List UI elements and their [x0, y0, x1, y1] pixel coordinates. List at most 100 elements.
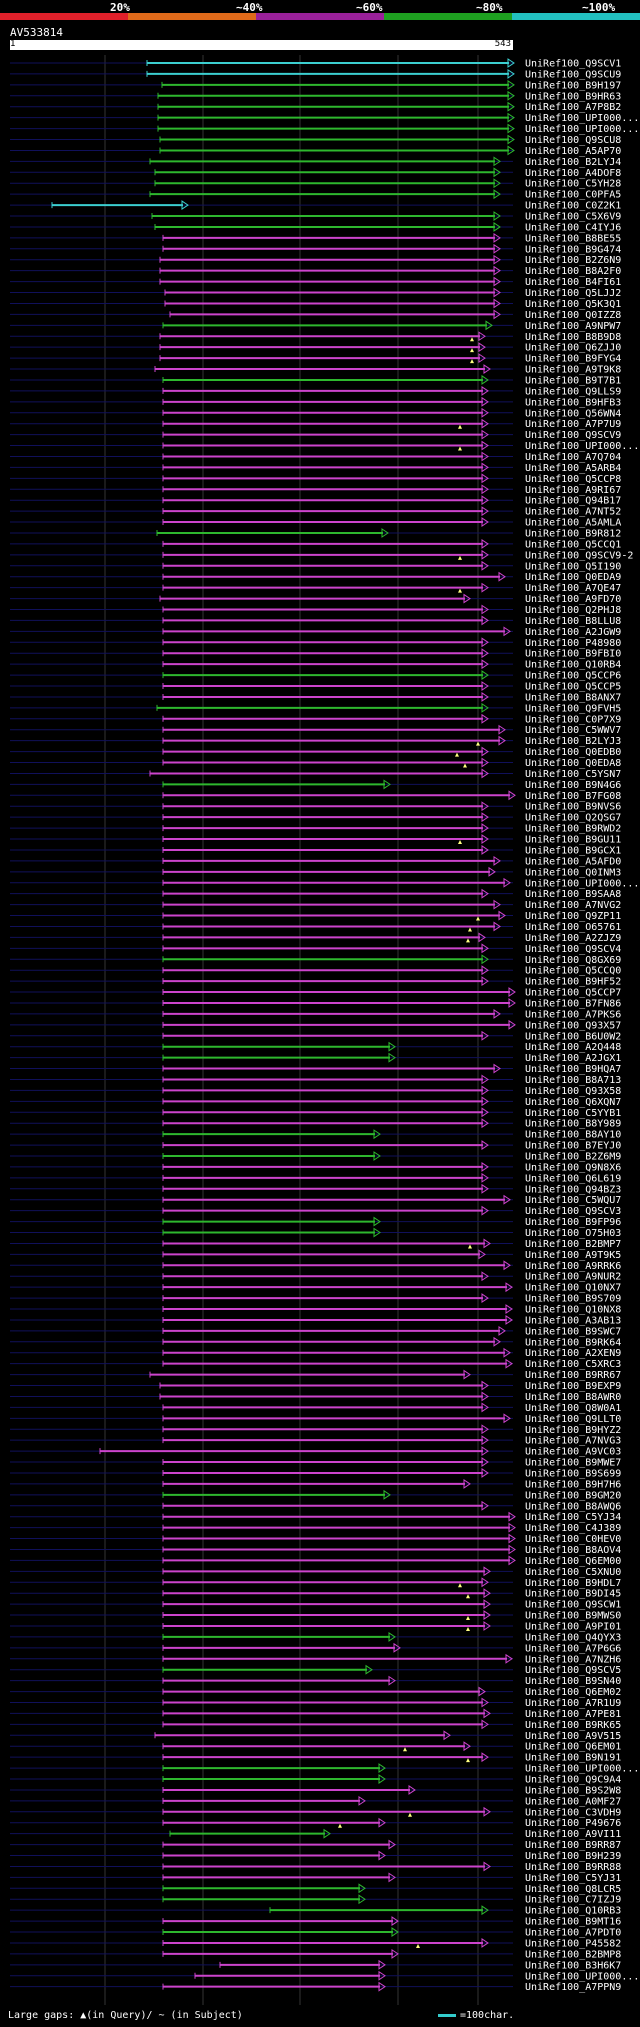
hit-row[interactable]: UniRef100_Q5CCQ1 [10, 538, 621, 550]
hit-label[interactable]: UniRef100_A9VI11 [525, 1829, 621, 1840]
hit-row[interactable]: UniRef100_B9RR67 [10, 1369, 621, 1381]
hit-label[interactable]: UniRef100_Q6ZJJ0 [525, 343, 621, 354]
hit-row[interactable]: UniRef100_B9GCX1 [10, 845, 621, 856]
hit-row[interactable]: UniRef100_A2JGW9 [10, 626, 621, 638]
hit-label[interactable]: UniRef100_B8A2F0 [525, 266, 621, 277]
hit-row[interactable]: UniRef100_B8AOV4 [10, 1544, 621, 1556]
hit-row[interactable]: UniRef100_B9FP96 [10, 1216, 621, 1228]
hit-row[interactable]: UniRef100_A5AMLA [10, 517, 621, 529]
hit-row[interactable]: UniRef100_C7IZJ9 [10, 1894, 621, 1906]
hit-row[interactable]: UniRef100_P45582 [10, 1938, 621, 1949]
hit-row[interactable]: UniRef100_O75H03 [10, 1227, 621, 1239]
hit-row[interactable]: UniRef100_B8A2F0 [10, 265, 621, 277]
hit-label[interactable]: UniRef100_B9HR63 [525, 91, 621, 102]
hit-row[interactable]: UniRef100_B9GM20 [10, 1489, 621, 1501]
hit-label[interactable]: UniRef100_B9HDL7 [525, 1578, 621, 1589]
hit-row[interactable]: UniRef100_B9S2W8 [10, 1785, 621, 1796]
hit-label[interactable]: UniRef100_B9GCX1 [525, 845, 621, 856]
hit-row[interactable]: UniRef100_C0HEV0 [10, 1533, 621, 1545]
hit-row[interactable]: UniRef100_A7PPN9 [10, 1981, 621, 1993]
hit-row[interactable]: UniRef100_P48980 [10, 637, 621, 649]
hit-label[interactable]: UniRef100_C4IYJ6 [525, 222, 621, 233]
hit-label[interactable]: UniRef100_A7P6G6 [525, 1643, 621, 1654]
hit-label[interactable]: UniRef100_C5YJ34 [525, 1512, 621, 1523]
hit-label[interactable]: UniRef100_B8BE55 [525, 233, 621, 244]
hit-row[interactable]: UniRef100_Q5CCP8 [10, 473, 621, 485]
hit-row[interactable]: UniRef100_UPI000... [10, 123, 639, 135]
hit-row[interactable]: UniRef100_Q93X57 [10, 1019, 621, 1031]
hit-row[interactable]: UniRef100_C5WQU7 [10, 1194, 621, 1206]
hit-row[interactable]: UniRef100_A9VI11 [10, 1828, 621, 1840]
hit-row[interactable]: UniRef100_B3H6K7 [10, 1959, 621, 1971]
hit-row[interactable]: UniRef100_C4IYJ6 [10, 222, 621, 233]
hit-row[interactable]: UniRef100_A9T9K8 [10, 364, 621, 376]
hit-label[interactable]: UniRef100_C7IZJ9 [525, 1895, 621, 1906]
hit-label[interactable]: UniRef100_A5ARB4 [525, 463, 621, 474]
hit-label[interactable]: UniRef100_Q10RB3 [525, 1906, 621, 1917]
hit-label[interactable]: UniRef100_Q10RB4 [525, 660, 621, 671]
hit-row[interactable]: UniRef100_A7P8B2 [10, 101, 621, 113]
hit-label[interactable]: UniRef100_Q5CCQ1 [525, 539, 621, 550]
hit-label[interactable]: UniRef100_O65761 [525, 922, 621, 933]
hit-label[interactable]: UniRef100_Q9LLS9 [525, 386, 621, 397]
hit-row[interactable]: UniRef100_A7NVG2 [10, 899, 621, 911]
hit-label[interactable]: UniRef100_UPI000... [525, 1971, 639, 1982]
hit-label[interactable]: UniRef100_UPI000... [525, 441, 639, 452]
hit-row[interactable]: UniRef100_B9MT16 [10, 1916, 621, 1928]
hit-label[interactable]: UniRef100_A7Q704 [525, 452, 621, 463]
hit-row[interactable]: UniRef100_A5AFD0 [10, 855, 621, 867]
hit-row[interactable]: UniRef100_Q5CCP7 [10, 987, 621, 999]
hit-row[interactable]: UniRef100_A5AP70 [10, 145, 621, 157]
hit-label[interactable]: UniRef100_B9MWS0 [525, 1611, 621, 1622]
hit-row[interactable]: UniRef100_Q5CCP6 [10, 670, 621, 682]
hit-row[interactable]: UniRef100_Q5K3Q1 [10, 298, 621, 310]
hit-label[interactable]: UniRef100_B2BMP8 [525, 1949, 621, 1960]
hit-label[interactable]: UniRef100_B2LYJ4 [525, 157, 621, 168]
hit-row[interactable]: UniRef100_Q2PHJ8 [10, 604, 621, 616]
hit-row[interactable]: UniRef100_A7Q704 [10, 451, 621, 463]
hit-row[interactable]: UniRef100_B9FBI0 [10, 648, 621, 660]
hit-row[interactable]: UniRef100_B8LLU8 [10, 615, 621, 627]
hit-row[interactable]: UniRef100_B9H7H6 [10, 1478, 621, 1490]
hit-label[interactable]: UniRef100_B9H7H6 [525, 1479, 621, 1490]
hit-label[interactable]: UniRef100_B9FYG4 [525, 354, 621, 365]
hit-label[interactable]: UniRef100_C5YJ31 [525, 1873, 621, 1884]
hit-row[interactable]: UniRef100_C5YH28 [10, 178, 621, 190]
hit-label[interactable]: UniRef100_Q5CCP6 [525, 671, 621, 682]
hit-label[interactable]: UniRef100_B3H6K7 [525, 1960, 621, 1971]
hit-row[interactable]: UniRef100_Q10RB4 [10, 659, 621, 671]
hit-row[interactable]: UniRef100_Q9SCU8 [10, 134, 621, 146]
hit-row[interactable]: UniRef100_C3VDH9 [10, 1806, 621, 1818]
hit-row[interactable]: UniRef100_A9T9K5 [10, 1249, 621, 1261]
hit-row[interactable]: UniRef100_Q8W0A1 [10, 1402, 621, 1414]
hit-row[interactable]: UniRef100_A9FD70 [10, 593, 621, 605]
hit-row[interactable]: UniRef100_P49676 [10, 1817, 621, 1829]
hit-label[interactable]: UniRef100_Q9SCV9 [525, 430, 621, 441]
hit-label[interactable]: UniRef100_B9R812 [525, 528, 621, 539]
hit-label[interactable]: UniRef100_Q6XQN7 [525, 1097, 621, 1108]
hit-label[interactable]: UniRef100_A9RRK6 [525, 1261, 621, 1272]
hit-label[interactable]: UniRef100_Q9SCU9 [525, 69, 621, 80]
hit-row[interactable]: UniRef100_A9NUR2 [10, 1271, 621, 1283]
hit-label[interactable]: UniRef100_B9FBI0 [525, 649, 621, 660]
hit-label[interactable]: UniRef100_A2JGX1 [525, 1053, 621, 1064]
hit-label[interactable]: UniRef100_A9FD70 [525, 594, 621, 605]
hit-label[interactable]: UniRef100_Q9SCV9-2 [525, 550, 633, 561]
hit-label[interactable]: UniRef100_C5YYB1 [525, 1108, 621, 1119]
hit-row[interactable]: UniRef100_B2Z6M9 [10, 1151, 621, 1163]
hit-row[interactable]: UniRef100_Q6L619 [10, 1172, 621, 1184]
hit-label[interactable]: UniRef100_A0MF27 [525, 1796, 621, 1807]
hit-label[interactable]: UniRef100_B2Z6N9 [525, 255, 621, 266]
hit-row[interactable]: UniRef100_B9DI45 [10, 1588, 621, 1600]
hit-label[interactable]: UniRef100_Q5CCP5 [525, 682, 621, 693]
hit-row[interactable]: UniRef100_A9RRK6 [10, 1260, 621, 1272]
hit-label[interactable]: UniRef100_Q9N8X6 [525, 1162, 621, 1173]
hit-label[interactable]: UniRef100_B8ANX7 [525, 692, 621, 703]
hit-label[interactable]: UniRef100_Q0IZZ8 [525, 310, 621, 321]
hit-label[interactable]: UniRef100_B9RR67 [525, 1370, 621, 1381]
hit-label[interactable]: UniRef100_UPI000... [525, 124, 639, 135]
hit-row[interactable]: UniRef100_Q6EM01 [10, 1741, 621, 1753]
hit-label[interactable]: UniRef100_A7PDT0 [525, 1928, 621, 1939]
hit-label[interactable]: UniRef100_A9VC03 [525, 1447, 621, 1458]
hit-label[interactable]: UniRef100_A2Q448 [525, 1042, 621, 1053]
